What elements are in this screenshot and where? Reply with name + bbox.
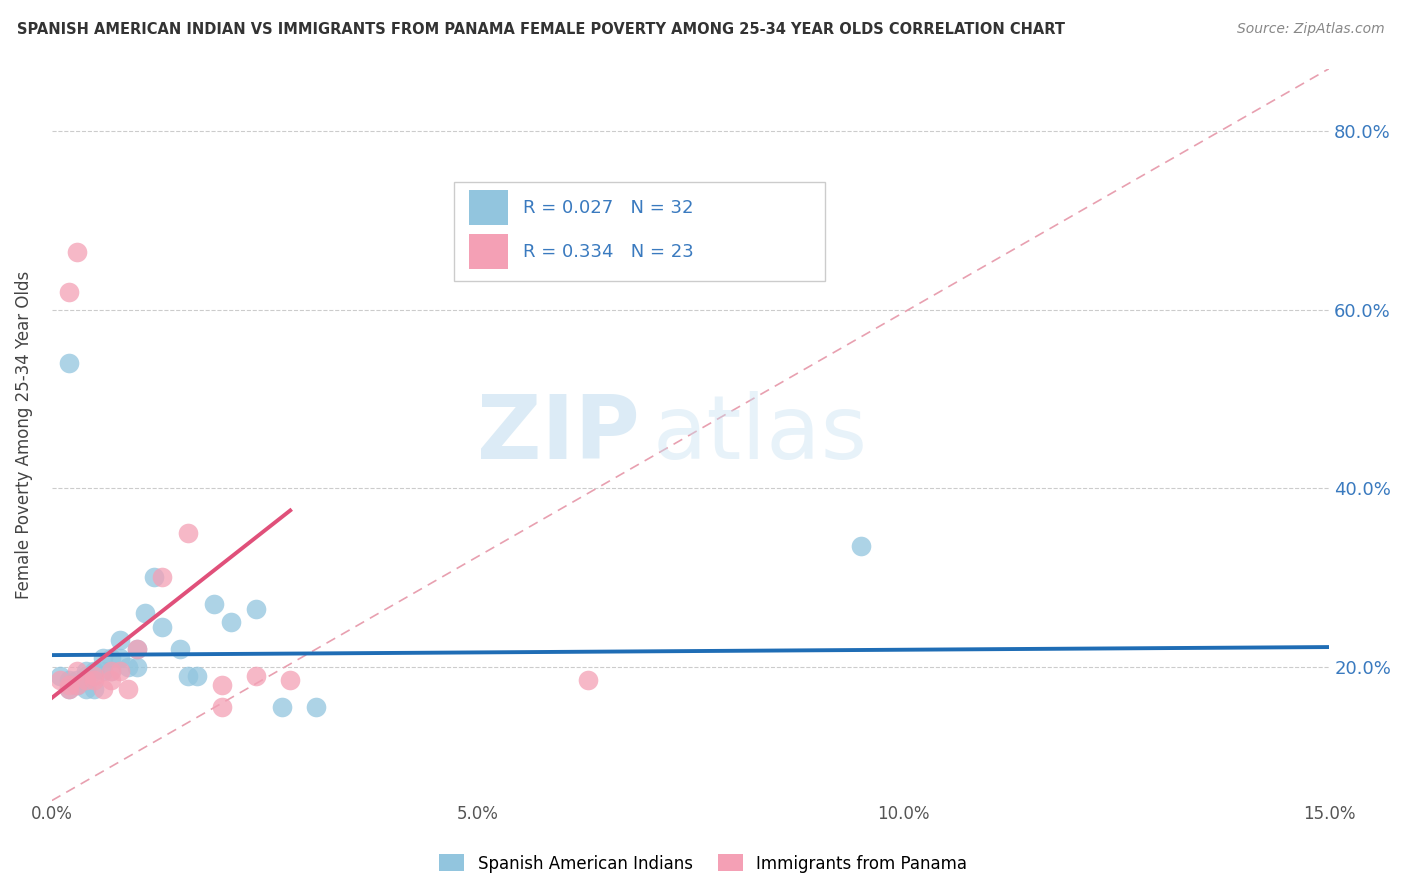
Point bbox=[125, 641, 148, 656]
Legend: Spanish American Indians, Immigrants from Panama: Spanish American Indians, Immigrants fro… bbox=[433, 847, 973, 880]
Point bbox=[117, 659, 139, 673]
Point bbox=[58, 285, 80, 299]
Point bbox=[576, 673, 599, 687]
Point bbox=[134, 606, 156, 620]
Point bbox=[66, 677, 89, 691]
Point bbox=[100, 650, 122, 665]
Point bbox=[58, 673, 80, 687]
Point bbox=[66, 673, 89, 687]
Point bbox=[186, 668, 208, 682]
Point bbox=[177, 525, 200, 540]
Point bbox=[117, 681, 139, 696]
Point bbox=[305, 699, 328, 714]
Point bbox=[211, 699, 233, 714]
Point bbox=[83, 673, 105, 687]
Text: R = 0.027   N = 32: R = 0.027 N = 32 bbox=[523, 199, 693, 217]
Point bbox=[58, 356, 80, 370]
Point bbox=[108, 632, 131, 647]
FancyBboxPatch shape bbox=[470, 190, 508, 225]
Point bbox=[169, 641, 191, 656]
Text: SPANISH AMERICAN INDIAN VS IMMIGRANTS FROM PANAMA FEMALE POVERTY AMONG 25-34 YEA: SPANISH AMERICAN INDIAN VS IMMIGRANTS FR… bbox=[17, 22, 1064, 37]
Point bbox=[75, 673, 97, 687]
Text: atlas: atlas bbox=[652, 391, 868, 478]
Point bbox=[75, 681, 97, 696]
Point bbox=[91, 650, 114, 665]
Point bbox=[58, 677, 80, 691]
FancyBboxPatch shape bbox=[454, 182, 825, 281]
Point bbox=[58, 681, 80, 696]
Point bbox=[849, 539, 872, 553]
Point bbox=[278, 673, 301, 687]
Y-axis label: Female Poverty Among 25-34 Year Olds: Female Poverty Among 25-34 Year Olds bbox=[15, 270, 32, 599]
Point bbox=[91, 664, 114, 678]
Point bbox=[211, 677, 233, 691]
Point bbox=[202, 597, 225, 611]
Point bbox=[49, 668, 72, 682]
Point bbox=[177, 668, 200, 682]
Point bbox=[219, 615, 242, 629]
Point bbox=[66, 664, 89, 678]
Point bbox=[58, 681, 80, 696]
Point bbox=[83, 681, 105, 696]
Point bbox=[152, 570, 174, 584]
Point bbox=[245, 668, 267, 682]
Point bbox=[108, 664, 131, 678]
Point bbox=[125, 641, 148, 656]
Point bbox=[83, 668, 105, 682]
Text: R = 0.334   N = 23: R = 0.334 N = 23 bbox=[523, 243, 695, 260]
Point bbox=[75, 664, 97, 678]
Point bbox=[142, 570, 165, 584]
Point bbox=[125, 659, 148, 673]
Point bbox=[270, 699, 292, 714]
FancyBboxPatch shape bbox=[470, 234, 508, 269]
Point bbox=[152, 619, 174, 633]
Point bbox=[49, 673, 72, 687]
Point bbox=[245, 601, 267, 615]
Point bbox=[108, 650, 131, 665]
Point bbox=[83, 664, 105, 678]
Text: Source: ZipAtlas.com: Source: ZipAtlas.com bbox=[1237, 22, 1385, 37]
Point bbox=[100, 673, 122, 687]
Text: ZIP: ZIP bbox=[477, 391, 640, 478]
Point bbox=[91, 681, 114, 696]
Point bbox=[100, 664, 122, 678]
Point bbox=[100, 664, 122, 678]
Point bbox=[66, 677, 89, 691]
Point bbox=[66, 244, 89, 259]
Point bbox=[75, 668, 97, 682]
